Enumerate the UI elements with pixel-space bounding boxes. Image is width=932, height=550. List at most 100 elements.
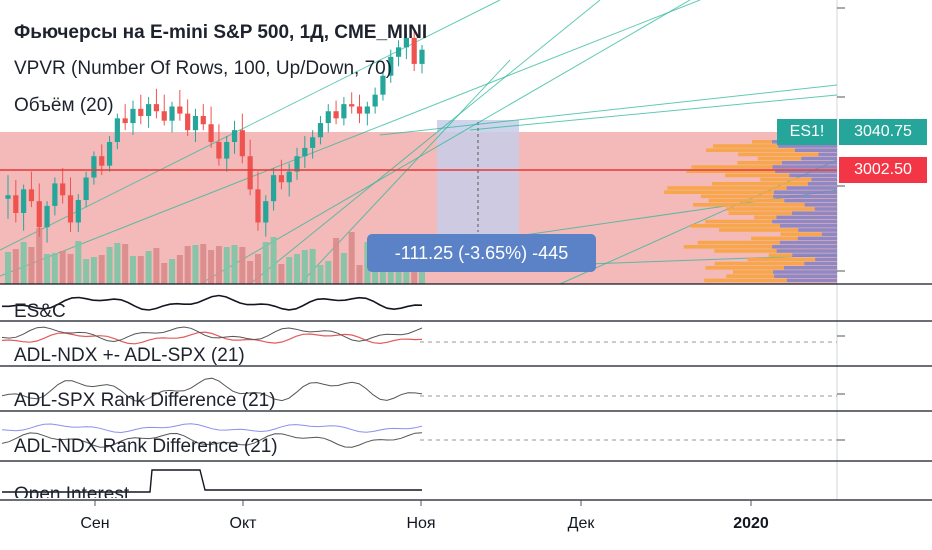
candle-body [153, 104, 160, 112]
volume-bar [294, 254, 301, 284]
vpvr-up-bar [751, 236, 798, 241]
candle-body [5, 195, 11, 199]
candle-body [60, 183, 66, 196]
vpvr-down-bar [772, 165, 837, 169]
vpvr-up-bar [714, 261, 805, 266]
vpvr-down-bar [773, 190, 837, 194]
vpvr-down-bar [776, 249, 837, 253]
candle-body [419, 49, 425, 64]
candle-body [302, 147, 308, 157]
vpvr-down-bar [792, 253, 837, 257]
volume-bar [223, 247, 230, 284]
candle-body [286, 171, 292, 183]
trendline [379, 84, 838, 136]
volume-bar [254, 254, 261, 284]
vpvr-down-bar [773, 270, 837, 274]
volume-bar [278, 264, 285, 284]
measure-label[interactable]: -111.25 (-3.65%) -445 [367, 234, 596, 272]
indicator-line [1, 331, 423, 345]
candle-body [294, 156, 300, 172]
pane-separators [0, 320, 932, 501]
volume-bar [169, 259, 176, 284]
vpvr-up-bar [726, 274, 775, 278]
vpvr-down-bar [784, 198, 837, 203]
vpvr-up-bar [714, 249, 777, 253]
pane-label-open-interest: Open Interest [14, 484, 130, 498]
candle-body [411, 37, 417, 64]
vpvr-legend[interactable]: VPVR (Number Of Rows, 100, Up/Down, 70) [14, 58, 393, 79]
time-axis-ticks [94, 500, 752, 506]
candle-body [247, 156, 253, 190]
last-price-tag: 3040.75 [839, 119, 927, 145]
candle-body [364, 106, 370, 114]
volume-bar [333, 238, 340, 284]
vpvr-up-bar [713, 144, 779, 148]
vpvr-down-bar [815, 257, 837, 262]
chart-title[interactable]: Фьючерсы на E-mini S&P 500, 1Д, CME_MINI [14, 22, 428, 43]
candle-body [114, 118, 120, 142]
volume-bar [106, 247, 113, 284]
vpvr-down-bar [804, 261, 837, 266]
vpvr-up-bar [697, 240, 780, 245]
volume-bar [317, 265, 324, 284]
candle-body [231, 130, 238, 142]
candle-body [185, 113, 191, 131]
volume-legend[interactable]: Объём (20) [14, 95, 114, 116]
vpvr-up-bar [706, 148, 795, 152]
vpvr-up-bar [690, 224, 781, 228]
volume-bar [122, 244, 129, 284]
vpvr-up-bar [711, 182, 808, 186]
candle-body [99, 156, 105, 166]
xtick-nov: Ноя [406, 515, 436, 532]
volume-bar [83, 259, 90, 284]
candle-body [67, 195, 74, 223]
xtick-sep: Сен [80, 515, 110, 532]
xtick-dec: Дек [567, 515, 595, 532]
vpvr-down-bar [775, 169, 837, 173]
candle-body [263, 201, 269, 223]
symbol-tag: ES1! [777, 119, 837, 145]
volume-bar [301, 250, 308, 284]
candle-body [122, 118, 128, 124]
vpvr-up-bar [768, 253, 793, 257]
vpvr-up-bar [664, 190, 774, 194]
vpvr-up-bar [747, 257, 816, 262]
candle-body [83, 177, 89, 200]
vpvr-down-bar [794, 148, 837, 152]
volume-bar [137, 256, 144, 284]
indicator-series [1, 294, 423, 493]
candle-body [403, 37, 409, 48]
candle-body [36, 201, 42, 228]
vpvr-up-bar [732, 270, 774, 274]
candle-body [130, 108, 136, 124]
candle-body [349, 104, 355, 107]
vpvr-up-bar [780, 232, 822, 236]
pane-label-adl-ndx-spx: ADL-NDX +- ADL-SPX (21) [14, 345, 245, 366]
vpvr-up-bar [708, 198, 785, 203]
candle-body [161, 111, 167, 121]
candle-body [317, 123, 324, 138]
vpvr-down-bar [781, 161, 837, 165]
volume-bar [247, 261, 254, 284]
volume-profile [664, 140, 837, 283]
vpvr-up-bar [728, 211, 792, 215]
candle-body [372, 94, 378, 107]
volume-bar [215, 246, 222, 284]
vpvr-down-bar [804, 203, 837, 207]
volume-bar [184, 246, 191, 284]
candle-body [270, 175, 277, 202]
pane-label-adl-spx-rank: ADL-SPX Rank Difference (21) [14, 390, 276, 411]
candle-body [91, 156, 97, 178]
volume-bar [340, 253, 347, 284]
vpvr-down-bar [784, 266, 837, 270]
vpvr-up-bar [691, 165, 773, 169]
volume-bar [161, 263, 168, 284]
candle-body [200, 115, 206, 125]
vpvr-up-bar [705, 219, 773, 224]
xtick-2020: 2020 [733, 515, 769, 532]
vpvr-down-bar [776, 215, 837, 220]
trendline [0, 0, 701, 277]
vpvr-down-bar [779, 240, 837, 245]
volume-bar [44, 254, 51, 284]
